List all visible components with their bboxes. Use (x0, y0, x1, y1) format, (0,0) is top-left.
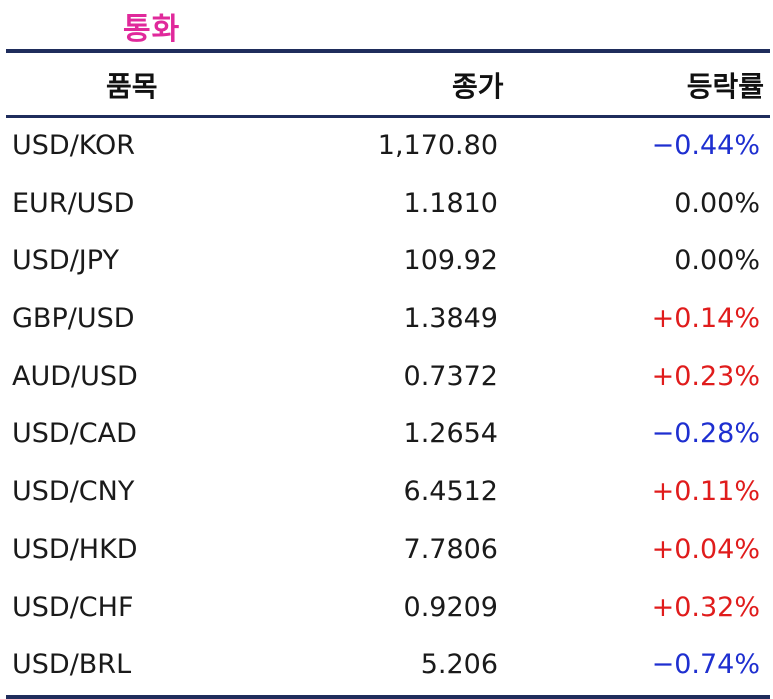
table-body: USD/KOR 1,170.80 −0.44% EUR/USD 1.1810 0… (6, 118, 770, 695)
row-close: 7.7806 (403, 533, 498, 565)
page-title: 통화 (123, 12, 181, 47)
row-close: 0.7372 (403, 360, 498, 392)
table-row: USD/HKD 7.7806 +0.04% (6, 522, 770, 580)
row-close: 1,170.80 (377, 130, 498, 161)
row-close: 109.92 (403, 245, 498, 277)
currency-table: 품목 종가 등락률 USD/KOR 1,170.80 −0.44% EUR/US… (6, 49, 770, 699)
row-item: AUD/USD (12, 360, 138, 392)
table-row: USD/JPY 109.92 0.00% (6, 233, 770, 291)
row-close: 5.206 (420, 649, 498, 681)
row-change: −0.28% (651, 418, 760, 450)
row-change: +0.32% (651, 591, 760, 623)
row-close: 0.9209 (403, 591, 498, 623)
row-item: USD/CNY (12, 476, 135, 508)
row-item: USD/HKD (12, 533, 138, 565)
row-change: 0.00% (674, 245, 760, 277)
row-change: +0.23% (651, 360, 760, 392)
row-item: USD/CHF (12, 591, 134, 623)
row-change: +0.14% (651, 303, 760, 335)
table-row: GBP/USD 1.3849 +0.14% (6, 291, 770, 349)
table-row: USD/KOR 1,170.80 −0.44% (6, 118, 770, 176)
header-rule (6, 115, 770, 118)
row-close: 1.2654 (403, 418, 498, 450)
table-row: EUR/USD 1.1810 0.00% (6, 176, 770, 234)
table-top-rule (6, 49, 770, 53)
row-change: +0.11% (651, 476, 760, 508)
table-row: USD/CNY 6.4512 +0.11% (6, 464, 770, 522)
header-change: 등락률 (686, 70, 764, 103)
row-change: +0.04% (651, 533, 760, 565)
row-item: USD/JPY (12, 245, 119, 277)
row-change: −0.44% (651, 130, 760, 161)
row-change: 0.00% (674, 187, 760, 219)
row-item: USD/BRL (12, 649, 132, 681)
table-row: USD/BRL 5.206 −0.74% (6, 637, 770, 695)
row-item: EUR/USD (12, 187, 135, 219)
table-bottom-rule (6, 694, 770, 699)
header-close: 종가 (452, 70, 504, 103)
row-item: GBP/USD (12, 303, 135, 335)
table-row: AUD/USD 0.7372 +0.23% (6, 349, 770, 407)
row-change: −0.74% (651, 649, 760, 681)
table-row: USD/CAD 1.2654 −0.28% (6, 406, 770, 464)
table-header: 품목 종가 등락률 (6, 53, 770, 115)
row-close: 1.3849 (403, 303, 498, 335)
header-item: 품목 (106, 70, 158, 103)
table-row: USD/CHF 0.9209 +0.32% (6, 580, 770, 638)
row-close: 1.1810 (403, 187, 498, 219)
row-item: USD/KOR (12, 130, 136, 161)
row-close: 6.4512 (403, 476, 498, 508)
row-item: USD/CAD (12, 418, 137, 450)
